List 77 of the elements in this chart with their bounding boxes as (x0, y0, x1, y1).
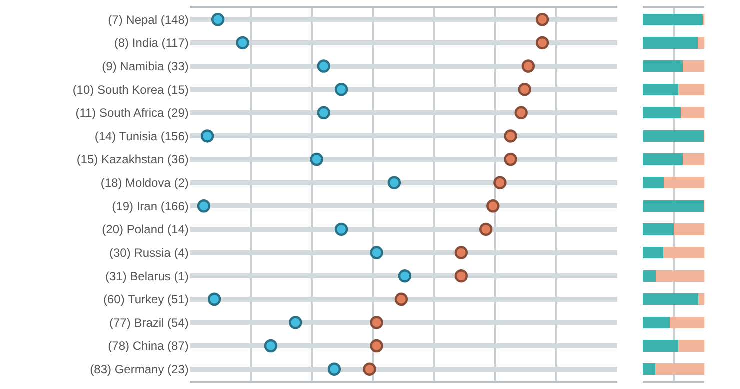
point (208, 292, 222, 306)
point (504, 152, 518, 166)
point (370, 246, 384, 260)
point (264, 339, 278, 353)
bar (680, 107, 705, 119)
bar (643, 364, 656, 376)
bar (643, 270, 656, 282)
bar (643, 107, 681, 119)
point (522, 60, 536, 73)
bar (698, 294, 705, 306)
point (514, 106, 528, 120)
point (310, 152, 324, 166)
bar (678, 84, 705, 96)
point (504, 130, 518, 143)
point (289, 316, 302, 330)
point (370, 316, 384, 330)
bar (643, 14, 703, 26)
point (197, 200, 211, 213)
bar (682, 154, 705, 166)
point (398, 269, 412, 283)
point (370, 339, 384, 353)
y-tick-label: (30) Russia (4) (110, 246, 189, 260)
point (536, 13, 550, 26)
bar (643, 246, 664, 259)
point (317, 106, 330, 120)
point (211, 13, 225, 26)
point (363, 362, 376, 376)
bar (643, 130, 704, 142)
bar (643, 60, 683, 72)
bar (655, 364, 705, 376)
y-tick-label: (18) Moldova (2) (100, 176, 189, 190)
point (317, 60, 330, 73)
y-tick-label: (78) China (87) (108, 339, 189, 354)
bar (643, 340, 678, 352)
point (518, 82, 532, 96)
bar (643, 154, 683, 166)
point (200, 130, 214, 143)
y-tick-label: (31) Belarus (1) (106, 269, 189, 284)
point (236, 36, 250, 50)
bar (664, 177, 705, 189)
y-tick-label: (60) Turkey (51) (104, 292, 189, 307)
y-tick-label: (77) Brazil (54) (110, 316, 189, 330)
point (454, 246, 468, 260)
point (536, 36, 550, 50)
bar (643, 294, 698, 306)
point (328, 362, 342, 376)
bar (643, 177, 664, 189)
y-tick-label: (7) Nepal (148) (108, 12, 189, 27)
y-tick-label: (19) Iran (166) (112, 199, 189, 214)
point (486, 200, 500, 213)
bar (678, 340, 705, 352)
point (454, 269, 468, 283)
bar (643, 37, 698, 49)
bar (682, 60, 705, 72)
bar (698, 37, 705, 49)
bar (643, 224, 674, 236)
point (494, 176, 507, 190)
y-tick-label: (11) South Africa (29) (76, 106, 189, 120)
point (334, 222, 348, 236)
bar (674, 224, 705, 236)
point (480, 222, 493, 236)
y-tick-label: (14) Tunisia (156) (94, 129, 189, 144)
point (334, 82, 348, 96)
bar (643, 200, 705, 212)
bar (656, 270, 705, 282)
y-tick-label: (9) Namibia (33) (102, 59, 189, 74)
bar (664, 246, 705, 259)
y-tick-label: (8) India (117) (114, 36, 189, 50)
bar (643, 316, 670, 329)
y-tick-label: (15) Kazakhstan (36) (76, 152, 189, 167)
point (388, 176, 402, 190)
y-tick-label: (10) South Korea (15) (72, 82, 189, 97)
point (394, 292, 408, 306)
bar (643, 84, 678, 96)
y-tick-label: (20) Poland (14) (102, 222, 189, 237)
bar (670, 316, 705, 329)
y-tick-label: (83) Germany (23) (90, 362, 189, 377)
